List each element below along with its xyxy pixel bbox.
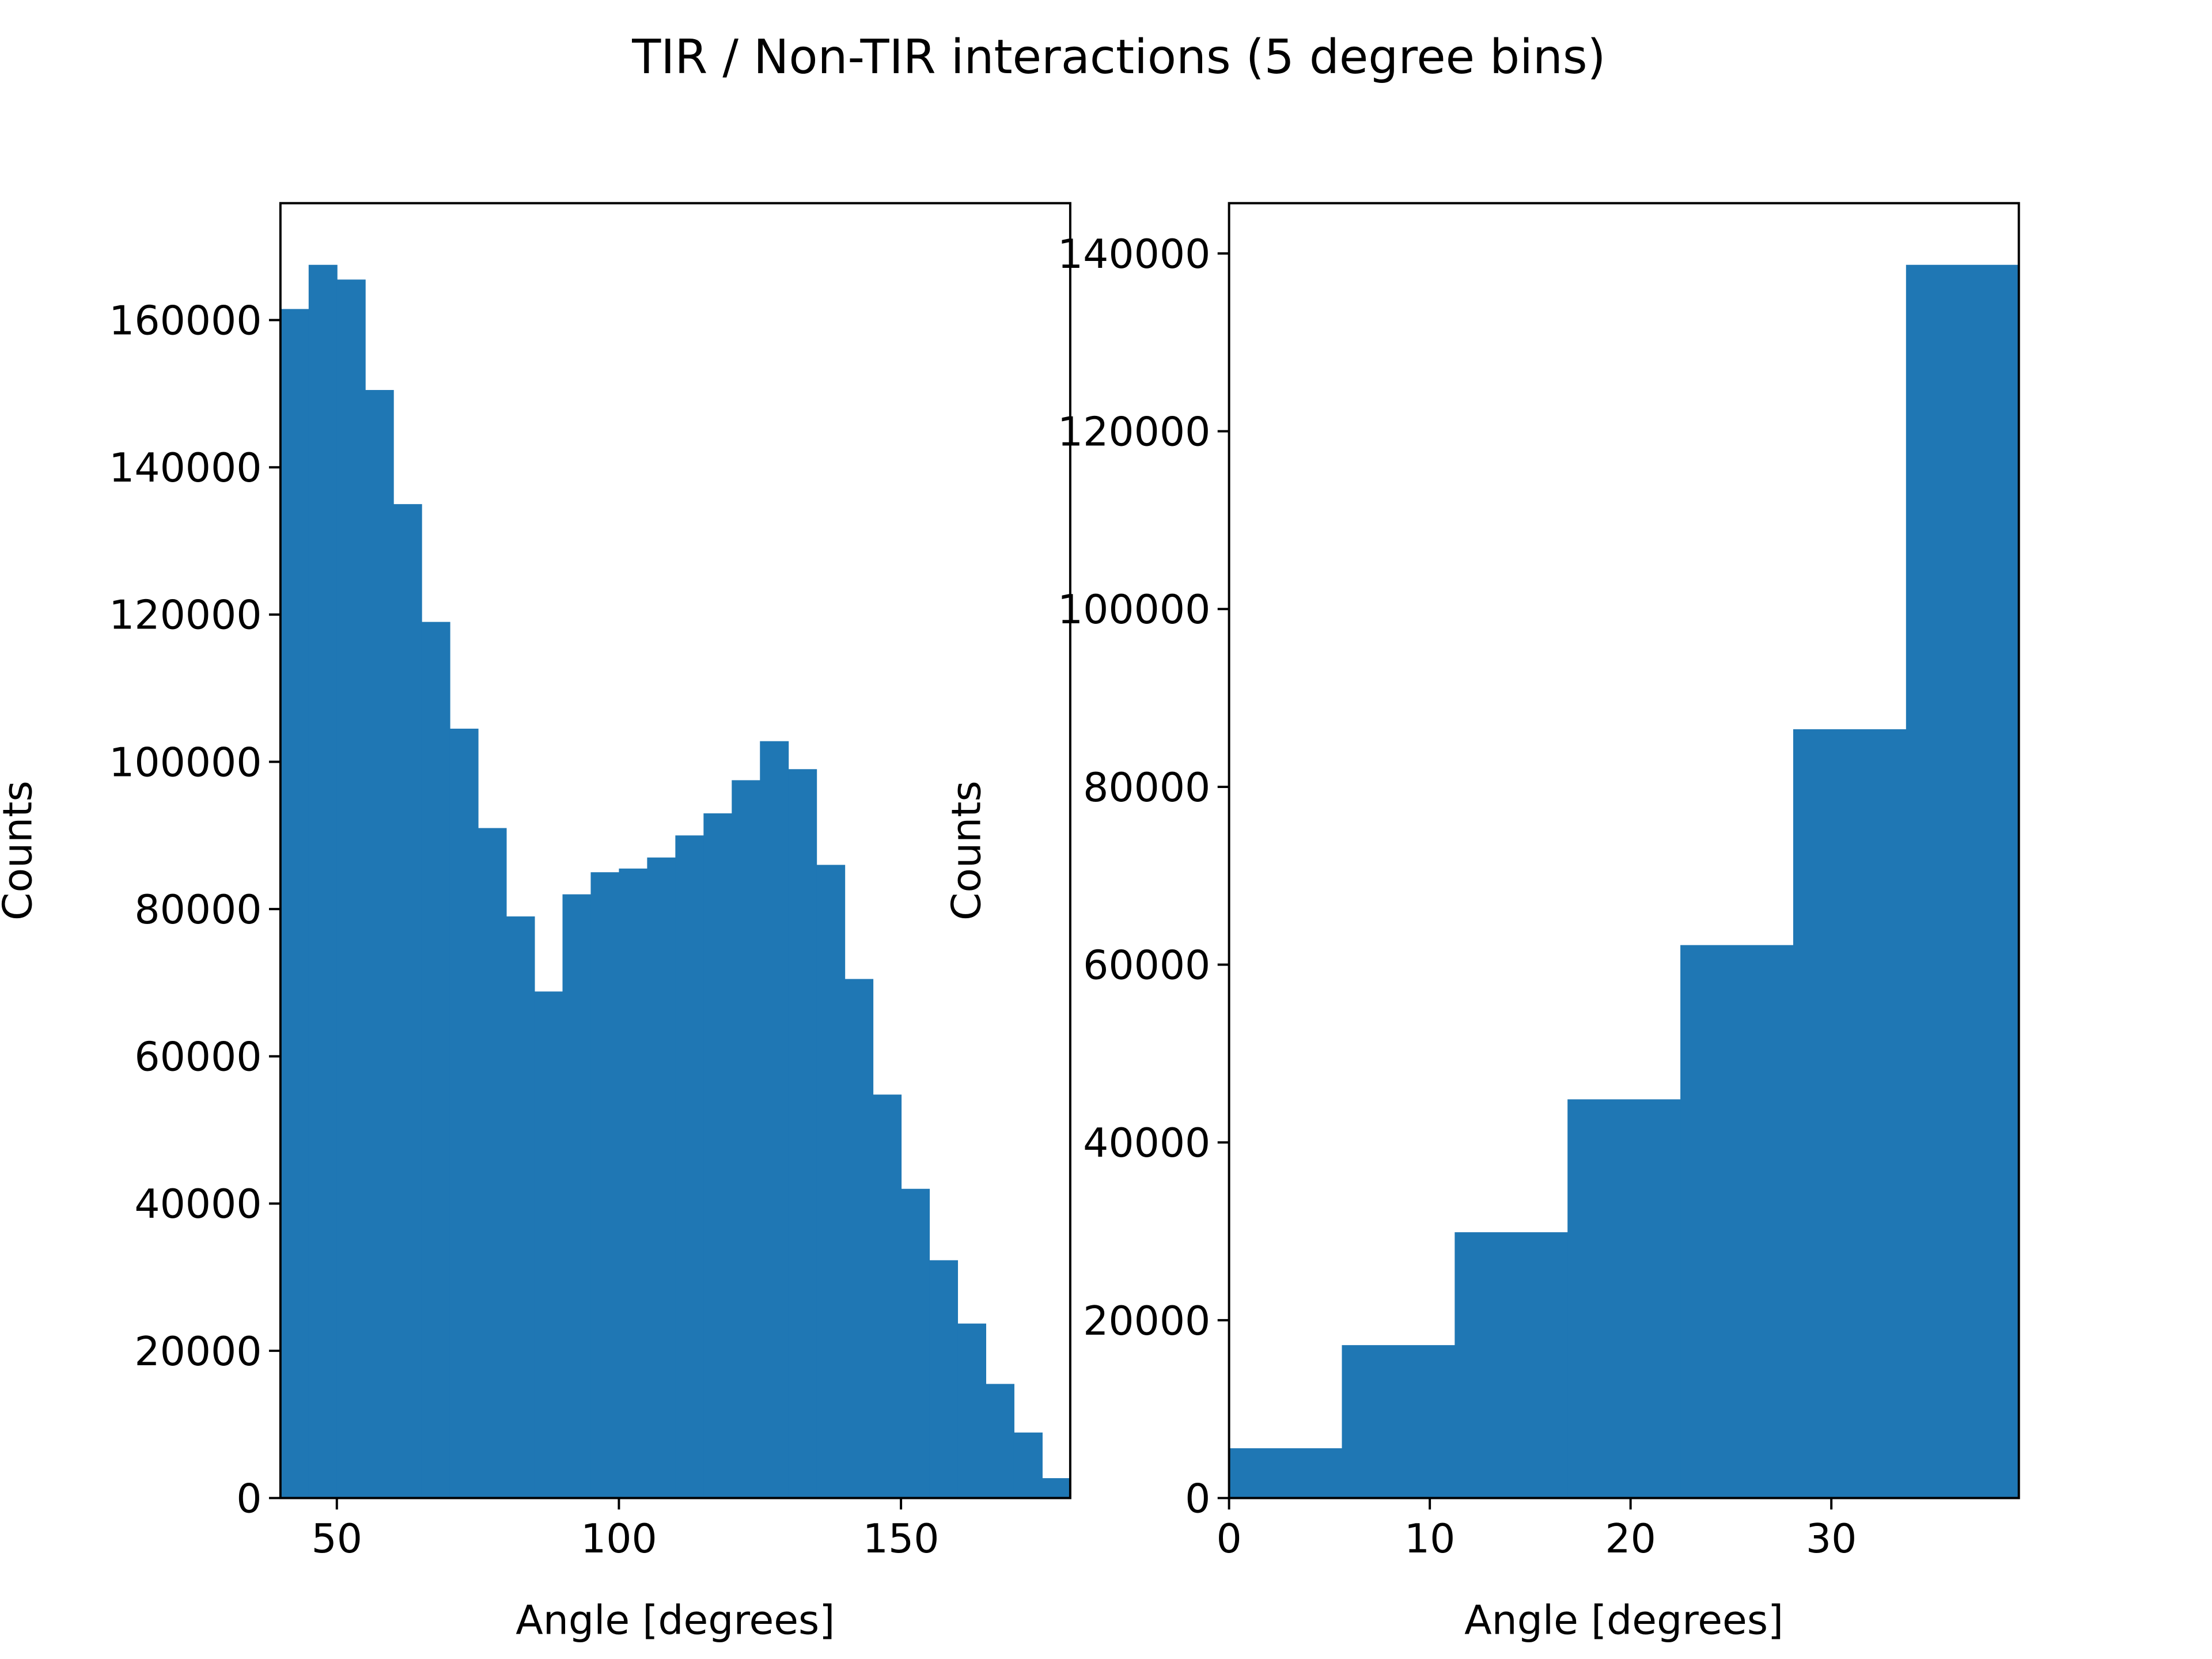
y-tick-label: 80000 bbox=[134, 887, 262, 933]
bar bbox=[506, 916, 535, 1498]
y-tick-label: 20000 bbox=[134, 1328, 262, 1375]
x-tick-label: 20 bbox=[1605, 1516, 1656, 1562]
y-tick-label: 60000 bbox=[1083, 942, 1210, 988]
bar bbox=[957, 1323, 986, 1498]
y-axis-label: Counts bbox=[943, 781, 990, 921]
bar bbox=[732, 780, 761, 1498]
bar bbox=[1013, 1432, 1043, 1498]
bar bbox=[590, 872, 620, 1498]
y-tick-label: 0 bbox=[1185, 1475, 1210, 1522]
bar bbox=[421, 622, 450, 1498]
y-tick-label: 140000 bbox=[109, 445, 262, 491]
x-tick-label: 100 bbox=[581, 1516, 657, 1562]
bar bbox=[449, 728, 479, 1498]
bar bbox=[929, 1260, 959, 1498]
bar bbox=[1342, 1345, 1456, 1498]
y-tick-label: 100000 bbox=[1058, 586, 1210, 633]
bar bbox=[816, 865, 846, 1498]
bar bbox=[562, 894, 592, 1498]
bar bbox=[788, 769, 817, 1498]
x-tick-label: 30 bbox=[1806, 1516, 1857, 1562]
x-tick-label: 150 bbox=[863, 1516, 940, 1562]
bar bbox=[901, 1188, 930, 1498]
bar bbox=[534, 991, 563, 1498]
figure-title: TIR / Non-TIR interactions (5 degree bin… bbox=[631, 30, 1605, 85]
bar bbox=[365, 390, 394, 1498]
y-tick-label: 100000 bbox=[109, 739, 262, 786]
bar bbox=[844, 979, 874, 1498]
bar bbox=[675, 835, 704, 1498]
axes-frame bbox=[279, 202, 1071, 1499]
bar bbox=[336, 279, 366, 1498]
x-tick-label: 50 bbox=[312, 1516, 362, 1562]
y-tick-label: 160000 bbox=[109, 297, 262, 344]
x-axis-label: Angle [degrees] bbox=[1464, 1597, 1783, 1644]
bar bbox=[1041, 1478, 1071, 1498]
y-tick-label: 0 bbox=[236, 1475, 262, 1522]
y-axis-label: Counts bbox=[0, 781, 41, 921]
bar bbox=[280, 309, 309, 1498]
bar bbox=[873, 1094, 902, 1498]
y-tick-label: 40000 bbox=[1083, 1120, 1210, 1166]
y-tick-label: 20000 bbox=[1083, 1298, 1210, 1344]
bar bbox=[703, 813, 733, 1498]
x-tick-label: 0 bbox=[1216, 1516, 1241, 1562]
x-tick-label: 10 bbox=[1404, 1516, 1455, 1562]
y-tick-label: 40000 bbox=[134, 1181, 262, 1228]
bar bbox=[1793, 729, 1907, 1498]
bar bbox=[647, 857, 676, 1498]
bar bbox=[1455, 1232, 1569, 1498]
bar bbox=[986, 1384, 1014, 1498]
x-axis-label: Angle [degrees] bbox=[516, 1597, 835, 1644]
y-tick-label: 120000 bbox=[1058, 408, 1210, 455]
bar bbox=[308, 264, 338, 1498]
bar bbox=[760, 741, 789, 1498]
y-tick-label: 80000 bbox=[1083, 764, 1210, 811]
y-tick-label: 140000 bbox=[1058, 231, 1210, 278]
y-tick-label: 60000 bbox=[134, 1034, 262, 1081]
y-tick-label: 120000 bbox=[109, 592, 262, 639]
bar bbox=[393, 504, 422, 1498]
axes-frame bbox=[1228, 202, 2020, 1499]
bar bbox=[1229, 1448, 1343, 1498]
bar bbox=[1567, 1099, 1681, 1498]
bar bbox=[1680, 945, 1794, 1498]
bar bbox=[619, 868, 648, 1498]
bar bbox=[478, 828, 507, 1498]
bar bbox=[1906, 264, 2020, 1498]
